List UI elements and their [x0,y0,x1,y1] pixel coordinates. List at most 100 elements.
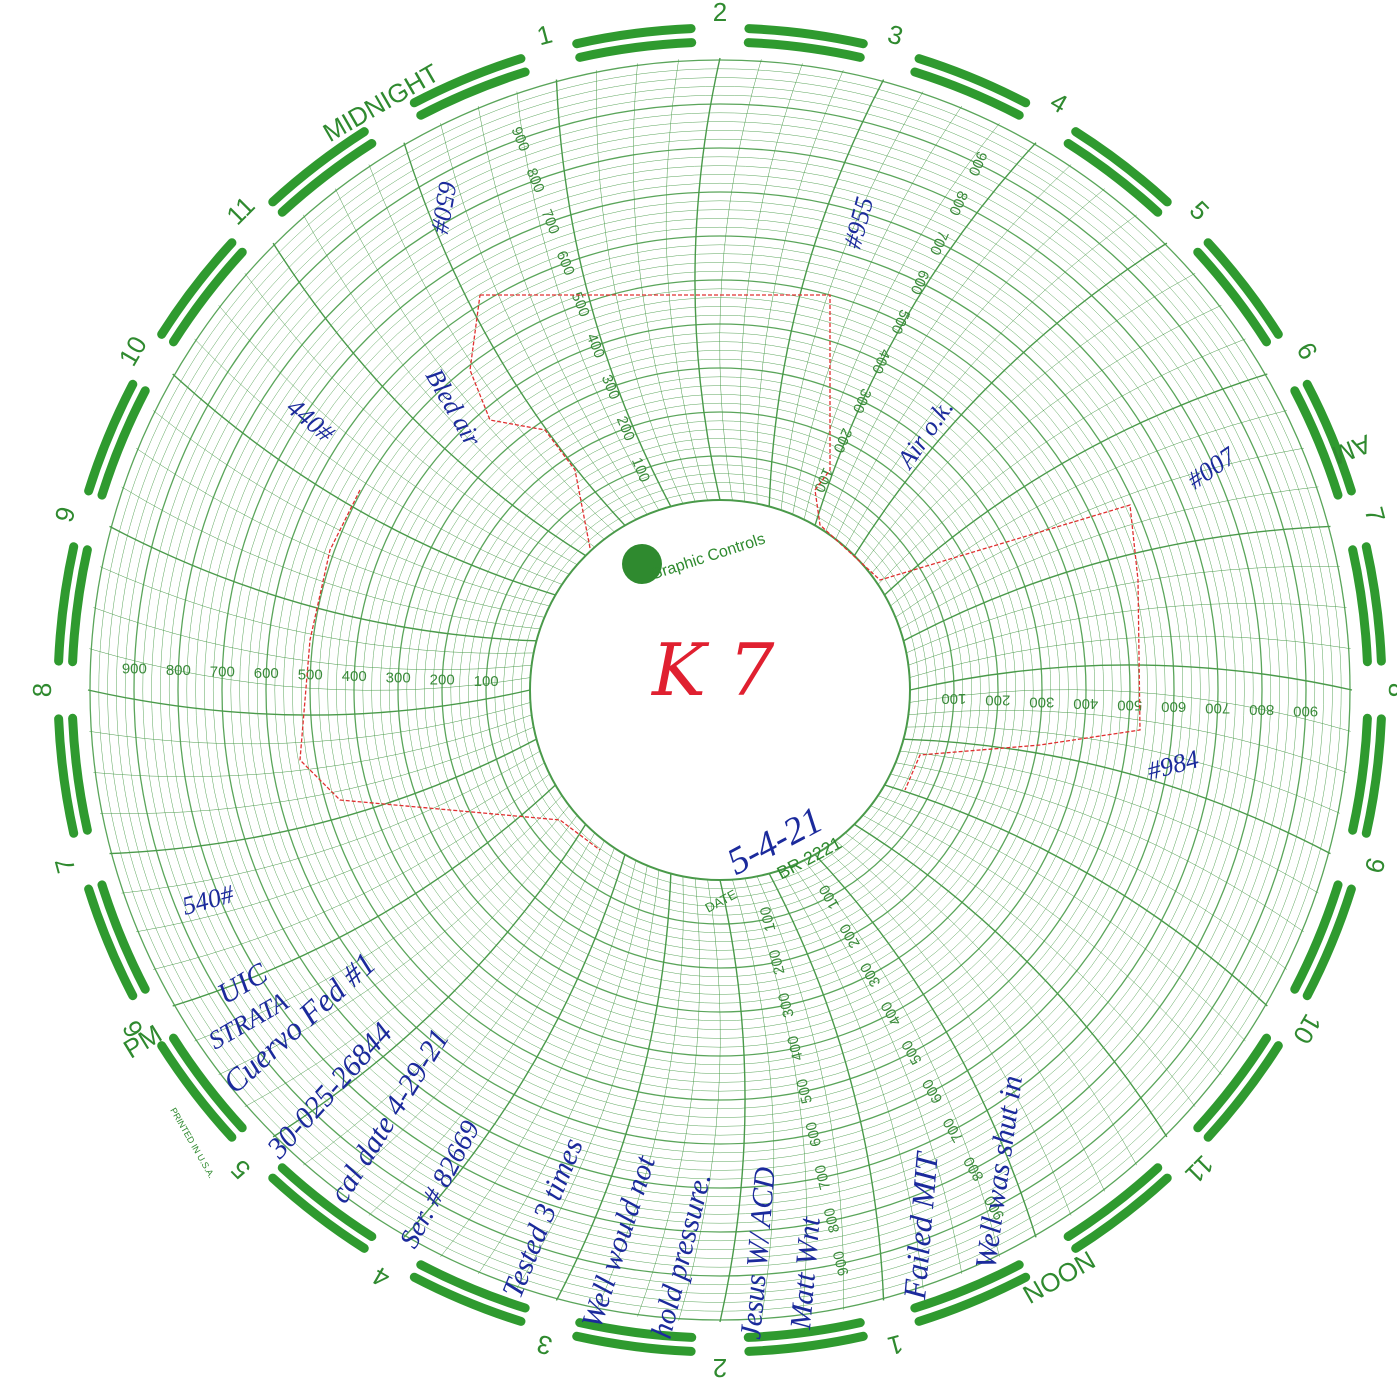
note: 540# [179,879,238,921]
date-label: DATE [703,886,740,915]
time-line [903,738,1331,855]
grid-circle [256,226,1184,1154]
hour-label: 11 [220,190,260,230]
scale-label: 300 [386,670,411,687]
time-line [903,525,1331,642]
hour-label: 7 [1359,504,1392,526]
grid-circle [221,191,1219,1189]
scale-label: 600 [919,1076,946,1106]
time-line [272,823,587,1138]
time-line [477,865,648,1275]
hour-band [68,713,92,835]
grid-circle [468,438,972,942]
scale-label: 400 [784,1034,807,1062]
grid-circle [327,297,1113,1083]
time-line [792,865,963,1274]
time-line [884,784,1268,1007]
scale-label: 700 [538,207,563,237]
hour-band [914,1272,1031,1326]
scale-label: 200 [766,948,789,976]
time-line [825,847,1072,1216]
time-line [792,105,963,515]
time-line [845,214,1137,548]
time-line [732,879,775,1321]
note: 650# [425,179,463,236]
time-line [877,338,1246,585]
time-line [633,63,696,502]
time-line [756,70,844,504]
time-line [153,410,550,607]
hour-band [409,54,526,108]
grid-circle [318,288,1122,1092]
grid-circle [476,446,964,934]
time-line [825,164,1072,533]
time-line [135,447,545,618]
scale-label: 900 [507,124,532,154]
scale-label: 400 [342,668,367,685]
grid-circle [160,130,1280,1250]
hour-band [1361,714,1386,838]
stamp-mark: K 7 [650,628,775,712]
hour-label: 1 [534,19,556,52]
time-line [665,59,708,501]
scale-label: 800 [945,188,971,218]
time-line [678,879,721,1321]
hour-band [1063,138,1163,217]
scale-label: 200 [829,425,855,455]
time-line [335,188,605,540]
note: #007 [1182,441,1242,495]
hour-band [84,379,138,496]
hour-band [910,1260,1024,1313]
scale-label: 800 [821,1206,844,1234]
hour-band [416,67,530,120]
hour-band [416,1260,530,1313]
scale-label: 600 [1161,698,1186,715]
hour-band [910,67,1024,120]
time-line [780,91,924,511]
time-line [440,860,637,1257]
time-line [368,164,615,533]
hour-band [277,1163,377,1242]
hour-label: 11 [1179,1149,1219,1189]
hour-label: 9 [49,504,82,526]
time-line [637,878,700,1317]
hour-band [168,247,247,347]
time-line [100,726,534,814]
hour-label: 4 [367,1261,395,1294]
grid-circle [309,279,1131,1101]
hour-label: 6 [1291,337,1324,365]
grid-circle [124,94,1316,1286]
hour-label: 1 [885,1329,907,1362]
hour-band [1203,238,1283,339]
hour-band [744,1331,868,1356]
time-line [100,566,534,654]
time-line [899,486,1319,630]
grid-circle [204,174,1236,1206]
scale-label: 900 [830,1249,853,1277]
grid-circle [459,429,981,951]
time-line [768,79,885,507]
scale-label: 100 [628,455,653,485]
scale-label: 600 [907,267,933,297]
hour-band [743,1318,865,1342]
time-line [244,273,578,565]
time-line [153,773,550,970]
time-line [694,57,721,501]
time-line [906,566,1340,654]
hour-band [268,127,369,207]
scale-label: 200 [985,692,1010,709]
scale-label: 700 [210,664,235,681]
hour-label: 4 [1045,86,1073,119]
time-line [870,305,1222,575]
scale-label: 200 [430,671,455,688]
scale-label: 500 [1117,696,1142,713]
hour-band [97,386,150,500]
hour-band [1063,1163,1163,1242]
hour-label: 7 [49,855,82,877]
scale-label: 200 [836,921,863,951]
logo [622,544,662,584]
hour-band [1071,1173,1172,1253]
time-line [835,188,1105,540]
hour-band [1302,379,1356,496]
note: #984 [1144,744,1202,785]
